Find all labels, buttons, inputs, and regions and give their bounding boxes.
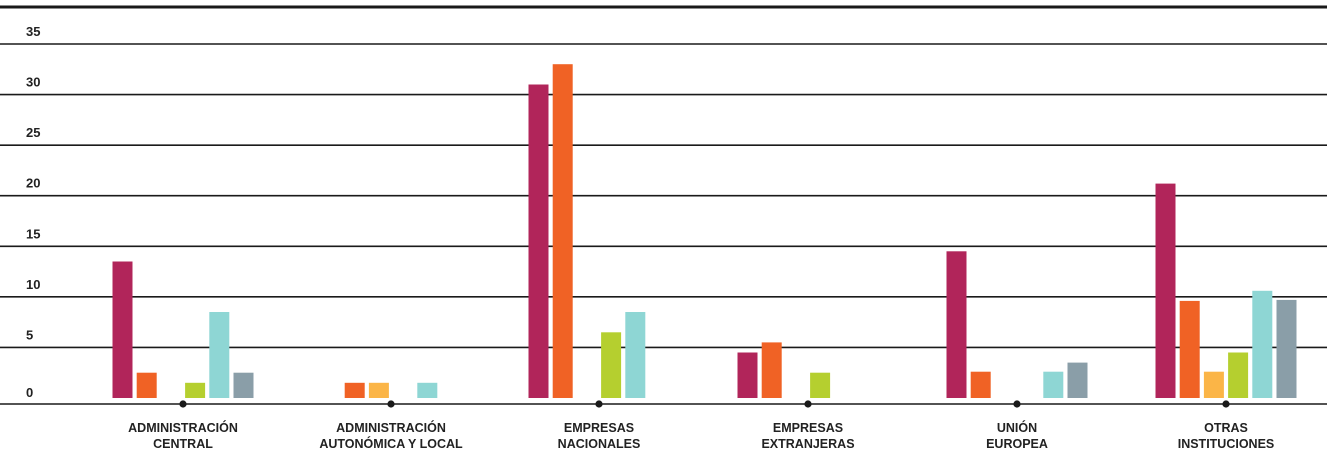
bars xyxy=(112,64,1297,398)
y-tick-label: 35 xyxy=(26,24,40,39)
bar xyxy=(136,372,157,398)
y-tick-label: 25 xyxy=(26,125,40,140)
bar xyxy=(737,352,758,398)
x-tick-marker xyxy=(1222,400,1230,408)
bar xyxy=(970,371,991,398)
bar xyxy=(946,251,967,398)
bar xyxy=(625,312,646,398)
y-tick-label: 20 xyxy=(26,176,40,191)
bar xyxy=(601,332,622,398)
x-tick-marker xyxy=(387,400,395,408)
category-label: OTRAS INSTITUCIONES xyxy=(1178,421,1275,451)
bar xyxy=(417,382,438,398)
bar xyxy=(761,342,782,398)
bar xyxy=(1252,290,1273,398)
x-tick-marker xyxy=(179,400,187,408)
x-tick-marker xyxy=(804,400,812,408)
bar xyxy=(1155,183,1176,398)
category-label: EMPRESAS EXTRANJERAS xyxy=(761,421,854,451)
x-axis: ADMINISTRACIÓN CENTRAL ADMINISTRACIÓN AUTON… xyxy=(128,400,1274,451)
bar xyxy=(1228,352,1249,398)
category-label: ADMINISTRACIÓN AUTONÓMICA Y LOCAL xyxy=(319,420,463,451)
bar xyxy=(1276,299,1297,398)
bar xyxy=(810,372,831,398)
bar xyxy=(1043,371,1064,398)
bar xyxy=(112,261,133,398)
x-tick-marker xyxy=(595,400,603,408)
bar xyxy=(1179,300,1200,398)
y-tick-label: 0 xyxy=(26,385,33,400)
bar xyxy=(1067,362,1088,398)
y-axis-ticks: 0 5 10 15 20 25 30 35 xyxy=(26,24,40,400)
bar xyxy=(209,312,230,398)
category-label: UNIÓN EUROPEA xyxy=(986,420,1048,451)
y-tick-label: 30 xyxy=(26,75,40,90)
category-label: ADMINISTRACIÓN CENTRAL xyxy=(128,420,238,451)
bar xyxy=(528,84,549,398)
x-tick-marker xyxy=(1013,400,1021,408)
bar xyxy=(368,382,389,398)
y-tick-label: 10 xyxy=(26,277,40,292)
bar xyxy=(344,382,365,398)
bar xyxy=(552,64,573,398)
category-label: EMPRESAS NACIONALES xyxy=(558,421,641,451)
bar xyxy=(233,372,254,398)
y-tick-label: 15 xyxy=(26,226,40,241)
bar xyxy=(1203,371,1224,398)
y-tick-label: 5 xyxy=(26,327,33,342)
gridlines xyxy=(0,43,1327,405)
bar xyxy=(185,382,206,398)
